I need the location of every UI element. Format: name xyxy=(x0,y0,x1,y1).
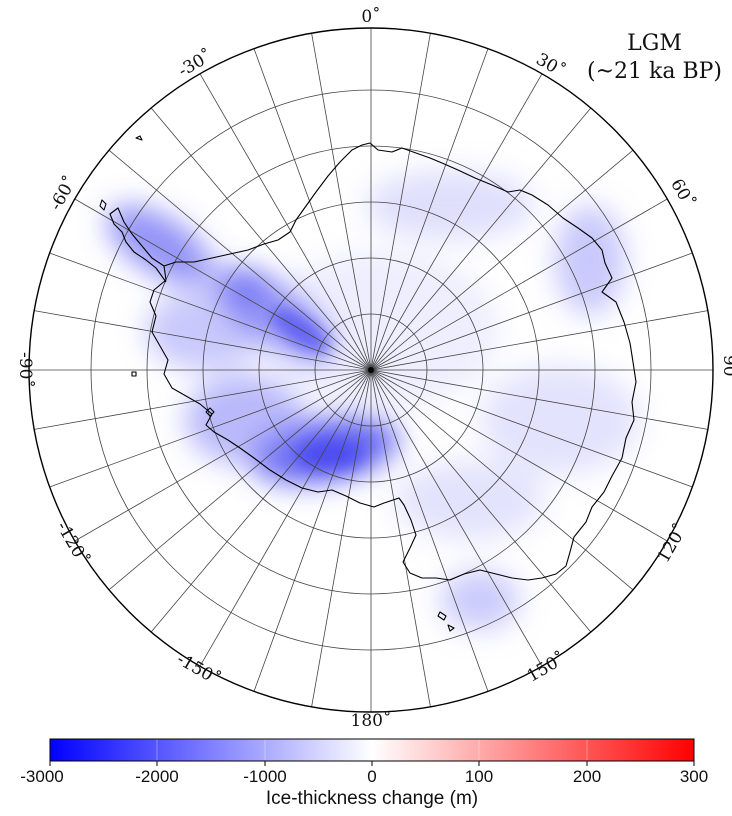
coastline-peninsula xyxy=(109,207,167,283)
map-boundary xyxy=(28,27,714,713)
meridian-line xyxy=(370,369,693,488)
field-patch-antarctic-peninsula xyxy=(106,205,214,285)
meridian-line xyxy=(74,198,372,371)
colorbar-tick-0: -3000 xyxy=(20,767,63,786)
coastline-islands-6 xyxy=(135,135,143,141)
meridian-line xyxy=(34,369,372,430)
field-patch-amundsen xyxy=(145,290,265,370)
meridian-line xyxy=(253,48,372,371)
meridian-line xyxy=(311,33,372,371)
field-patch-east-interior xyxy=(480,365,640,475)
field-patch-dronning-maud xyxy=(365,170,535,240)
field-patch-wilkes xyxy=(395,460,545,540)
meridian-line xyxy=(253,369,372,692)
meridian-line xyxy=(370,369,543,667)
field-patch-east-coast xyxy=(555,205,625,315)
colorbar-tick-2: -1000 xyxy=(243,767,286,786)
meridian-line xyxy=(370,369,634,591)
meridian-line xyxy=(108,369,372,591)
meridian-line xyxy=(370,73,543,371)
meridian-line xyxy=(370,369,708,430)
meridian-line xyxy=(370,369,431,707)
lon-label-30: 30˚ xyxy=(532,49,568,81)
meridian-line xyxy=(199,369,372,667)
coastline-islands-1 xyxy=(99,199,107,211)
colorbar-tick-1: -2000 xyxy=(135,767,178,786)
meridian-line xyxy=(74,369,372,542)
meridian-line xyxy=(370,369,489,692)
meridian-line xyxy=(370,369,592,633)
map-title-line1: LGM xyxy=(627,31,682,56)
lon-label-150: 150˚ xyxy=(524,649,569,687)
colorbar-tick-5: 200 xyxy=(573,767,601,786)
meridian-line xyxy=(370,369,668,542)
colorbar-negative xyxy=(50,739,372,761)
colorbar-tick-3: 0 xyxy=(367,767,376,786)
map-title-line2: (~21 ka BP) xyxy=(587,58,722,84)
ice-thickness-field xyxy=(106,170,640,630)
coastline xyxy=(99,135,637,632)
meridian-line xyxy=(370,252,693,371)
meridian-line xyxy=(199,73,372,371)
lon-label-120: 120˚ xyxy=(654,521,692,566)
coastline-islands-2 xyxy=(437,611,447,621)
meridian-line xyxy=(370,198,668,371)
lon-label-180: 180˚ xyxy=(351,711,392,731)
graticule xyxy=(29,28,713,712)
lon-label-0: 0˚ xyxy=(361,7,380,27)
colorbar-title: Ice-thickness change (m) xyxy=(266,788,478,809)
meridian-line xyxy=(370,33,431,371)
coastline-islands-5 xyxy=(131,371,137,377)
colorbar-positive xyxy=(372,739,694,761)
lon-label-minus120: -120˚ xyxy=(52,518,93,568)
map-title: LGM (~21 ka BP) xyxy=(587,30,722,85)
colorbar: -3000 -2000 -1000 0 100 200 300 Ice-thic… xyxy=(20,738,708,809)
lon-label-minus90: -90˚ xyxy=(15,352,35,388)
meridian-line xyxy=(150,369,372,633)
lon-label-minus150: -150˚ xyxy=(173,649,223,690)
colorbar-tick-4: 100 xyxy=(465,767,493,786)
coastline-islands-4 xyxy=(205,407,215,417)
meridian-line xyxy=(34,310,372,371)
meridian-line xyxy=(370,107,592,371)
meridian-line xyxy=(370,48,489,371)
meridian-line xyxy=(370,310,708,371)
meridian-line xyxy=(49,252,372,371)
meridian-line xyxy=(108,149,372,371)
lon-label-90: 90˚ xyxy=(719,355,732,385)
lon-label-minus60: -60˚ xyxy=(46,173,81,214)
coastline-islands-3 xyxy=(447,624,455,632)
colorbar-tick-6: 300 xyxy=(680,767,708,786)
meridian-line xyxy=(311,369,372,707)
meridian-line xyxy=(150,107,372,371)
meridian-line xyxy=(370,149,634,371)
south-pole-marker xyxy=(368,367,374,373)
